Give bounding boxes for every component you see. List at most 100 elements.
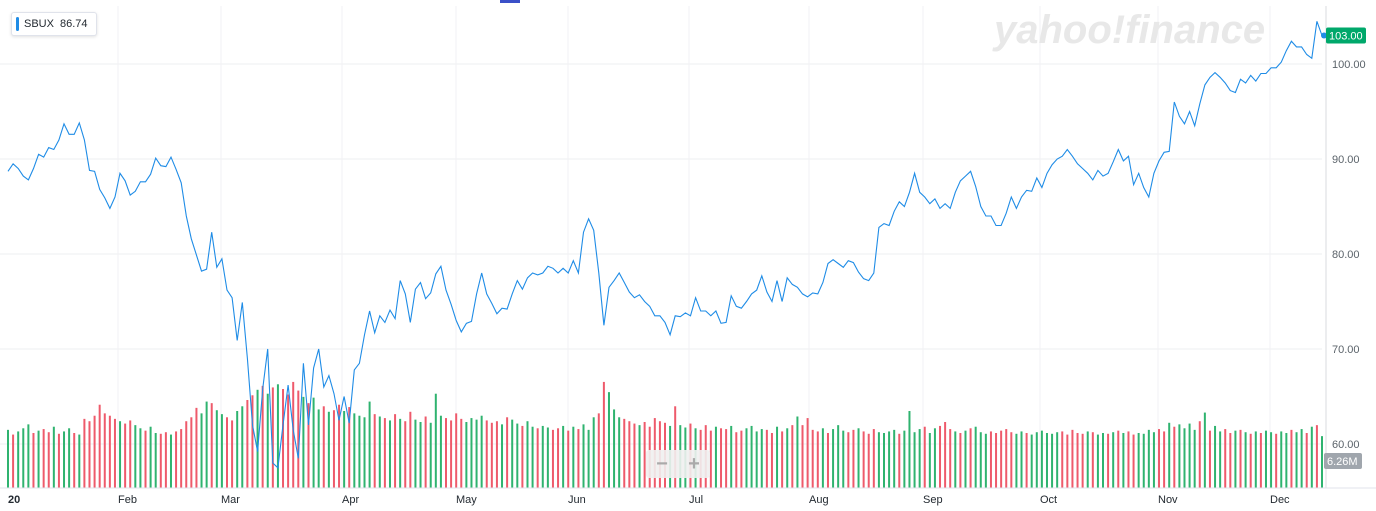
x-tick-label: Aug bbox=[809, 494, 829, 506]
legend[interactable]: SBUX 86.74 bbox=[11, 12, 97, 36]
volume-bar bbox=[928, 433, 931, 488]
volume-bar bbox=[918, 429, 921, 488]
x-tick-label: Nov bbox=[1158, 494, 1178, 506]
volume-bar bbox=[964, 430, 967, 488]
volume-bar bbox=[582, 424, 585, 488]
volume-bar bbox=[353, 413, 356, 488]
volume-bar bbox=[786, 428, 789, 488]
volume-bar bbox=[1315, 425, 1318, 488]
volume-bar bbox=[63, 431, 66, 488]
volume-bar bbox=[113, 418, 116, 488]
volume-bar bbox=[1270, 432, 1273, 488]
volume-bar bbox=[414, 419, 417, 488]
volume-bar bbox=[1107, 433, 1110, 488]
volume-bar bbox=[180, 429, 183, 488]
volume-bar bbox=[837, 425, 840, 488]
volume-bar bbox=[388, 420, 391, 488]
volume-bar bbox=[17, 431, 20, 488]
volume-bar bbox=[546, 427, 549, 488]
volume-bar bbox=[725, 429, 728, 488]
volume-bars bbox=[7, 381, 1323, 488]
volume-bar bbox=[32, 433, 35, 488]
volume-bar bbox=[832, 429, 835, 488]
zoom-out-button[interactable]: − bbox=[656, 452, 668, 475]
volume-bar bbox=[618, 417, 621, 488]
y-tick-label: 60.00 bbox=[1332, 439, 1360, 451]
volume-bar bbox=[338, 404, 341, 488]
volume-bar bbox=[984, 433, 987, 488]
volume-bar bbox=[348, 407, 351, 488]
volume-bar bbox=[1214, 425, 1217, 488]
volume-bar bbox=[429, 422, 432, 488]
volume-bar bbox=[42, 429, 45, 488]
volume-bar bbox=[47, 432, 50, 488]
volume-bar bbox=[1275, 433, 1278, 488]
volume-bar bbox=[287, 394, 290, 488]
volume-bar bbox=[526, 421, 529, 488]
volume-bar bbox=[1122, 433, 1125, 488]
volume-bar bbox=[119, 421, 122, 488]
volume-bar bbox=[1015, 433, 1018, 488]
volume-bar bbox=[1112, 432, 1115, 488]
volume-bar bbox=[1045, 433, 1048, 488]
volume-bar bbox=[1321, 436, 1323, 488]
volume-bar bbox=[1295, 432, 1298, 488]
volume-bar bbox=[745, 428, 748, 488]
volume-bar bbox=[806, 418, 809, 488]
volume-bar bbox=[409, 411, 412, 488]
y-tick-label: 70.00 bbox=[1332, 344, 1360, 356]
y-tick-label: 100.00 bbox=[1332, 59, 1366, 71]
volume-bar bbox=[557, 428, 560, 488]
volume-bar bbox=[424, 416, 427, 488]
volume-bar bbox=[867, 433, 870, 488]
volume-bar bbox=[597, 413, 600, 488]
zoom-in-button[interactable]: + bbox=[688, 452, 700, 475]
volume-bar bbox=[939, 425, 942, 488]
volume-bar bbox=[37, 430, 40, 488]
volume-bar bbox=[821, 428, 824, 488]
volume-bar bbox=[302, 396, 305, 488]
volume-bar bbox=[210, 403, 213, 488]
volume-bar bbox=[714, 426, 717, 488]
volume-bar bbox=[1178, 424, 1181, 488]
volume-bar bbox=[974, 426, 977, 488]
volume-bar bbox=[1193, 429, 1196, 488]
volume-bar bbox=[1168, 422, 1171, 488]
volume-bar bbox=[872, 429, 875, 488]
volume-bar bbox=[419, 422, 422, 488]
volume-bar bbox=[312, 397, 315, 488]
volume-bar bbox=[633, 423, 636, 488]
volume-bar bbox=[434, 393, 437, 488]
volume-bar bbox=[562, 425, 565, 488]
volume-bar bbox=[465, 422, 468, 488]
volume-bar bbox=[485, 420, 488, 488]
volume-bar bbox=[68, 428, 71, 488]
volume-bar bbox=[7, 429, 9, 488]
volume-bar bbox=[1152, 432, 1155, 488]
range-indicator bbox=[500, 0, 520, 3]
volume-bar bbox=[159, 433, 162, 488]
volume-bar bbox=[760, 429, 763, 488]
volume-bar bbox=[531, 426, 534, 488]
volume-bar bbox=[1010, 432, 1013, 488]
volume-bar bbox=[88, 421, 91, 488]
volume-bar bbox=[124, 423, 127, 488]
volume-bar bbox=[1137, 433, 1140, 488]
volume-bar bbox=[765, 429, 768, 488]
volume-bar bbox=[108, 415, 111, 488]
volume-bar bbox=[1254, 431, 1257, 488]
volume-bar bbox=[93, 415, 96, 488]
volume-bar bbox=[826, 433, 829, 488]
volume-bar bbox=[643, 422, 646, 488]
volume-bar bbox=[490, 422, 493, 488]
volume-bar bbox=[1066, 434, 1069, 488]
x-tick-label: Jun bbox=[568, 494, 586, 506]
volume-bar bbox=[236, 411, 239, 488]
volume-bar bbox=[495, 421, 498, 488]
volume-bar bbox=[506, 417, 509, 488]
volume-bar bbox=[638, 425, 641, 488]
volume-bar bbox=[979, 432, 982, 488]
volume-bar bbox=[501, 424, 504, 488]
volume-bar bbox=[1264, 430, 1267, 488]
